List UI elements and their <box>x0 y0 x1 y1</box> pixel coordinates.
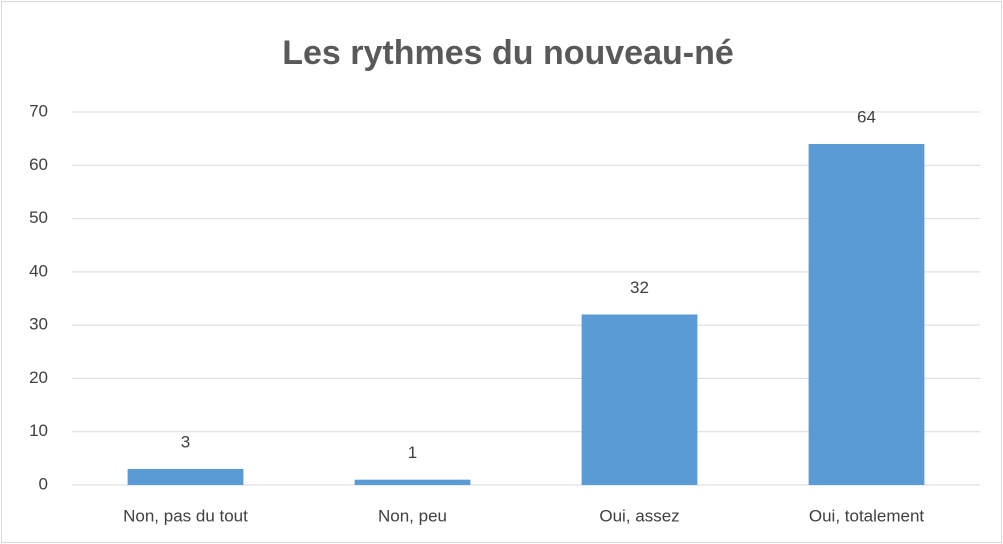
y-tick-label: 20 <box>29 368 48 387</box>
x-tick-label: Non, peu <box>378 506 447 525</box>
chart-title: Les rythmes du nouveau-né <box>282 34 734 72</box>
y-tick-label: 10 <box>29 421 48 440</box>
y-tick-label: 30 <box>29 315 48 334</box>
bar <box>127 469 244 485</box>
data-label: 1 <box>408 443 417 462</box>
bar <box>808 143 925 485</box>
y-tick-label: 50 <box>29 208 48 227</box>
x-tick-label: Oui, assez <box>599 506 679 525</box>
y-tick-label: 40 <box>29 261 48 280</box>
x-tick-label: Oui, totalement <box>809 506 925 525</box>
x-tick-label: Non, pas du tout <box>123 506 248 525</box>
bar <box>354 479 471 485</box>
bar <box>581 314 698 485</box>
data-label: 3 <box>181 432 190 451</box>
y-tick-label: 0 <box>39 474 48 493</box>
data-label: 32 <box>630 278 649 297</box>
y-tick-label: 70 <box>29 101 48 120</box>
data-label: 64 <box>857 107 876 126</box>
y-tick-label: 60 <box>29 155 48 174</box>
